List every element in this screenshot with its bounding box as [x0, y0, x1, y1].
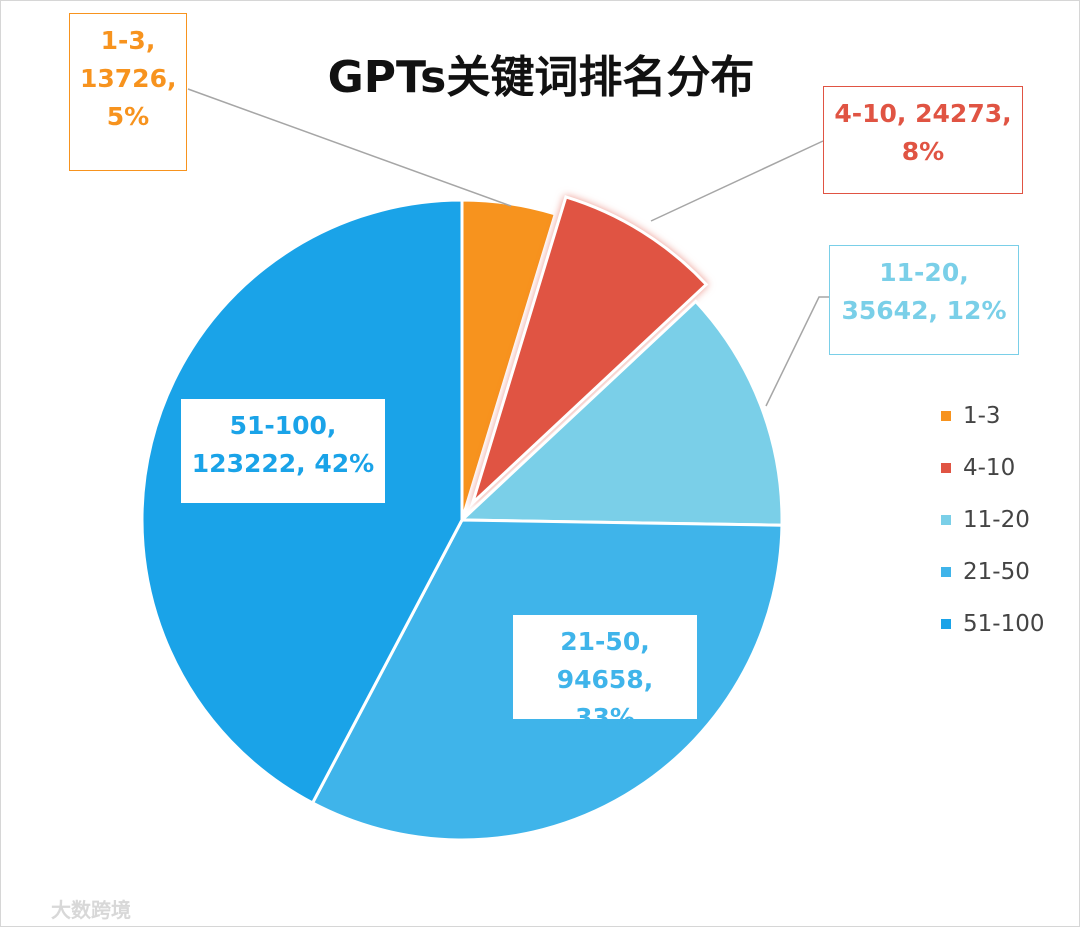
- legend-label: 21-50: [963, 559, 1030, 585]
- legend-item: 21-50: [941, 559, 1030, 585]
- data-label: 1-3, 13726, 5%: [69, 13, 187, 171]
- leader-line: [650, 140, 824, 222]
- data-label: 21-50, 94658, 33%: [513, 615, 697, 732]
- legend-swatch: [941, 463, 951, 473]
- data-label: 4-10, 24273, 8%: [823, 86, 1023, 194]
- legend-label: 4-10: [963, 455, 1016, 481]
- leader-line: [765, 296, 829, 407]
- pie-slice: [469, 195, 709, 508]
- leader-line: [187, 88, 512, 207]
- legend-item: 11-20: [941, 507, 1030, 533]
- data-label: 51-100, 123222, 42%: [181, 399, 385, 503]
- legend-label: 1-3: [963, 403, 1001, 429]
- legend-swatch: [941, 619, 951, 629]
- chart-title: GPTs关键词排名分布: [327, 52, 755, 103]
- legend-swatch: [941, 411, 951, 421]
- legend-item: 1-3: [941, 403, 1001, 429]
- legend-item: 51-100: [941, 611, 1044, 637]
- watermark: 大数跨境: [51, 898, 131, 922]
- data-label: 11-20, 35642, 12%: [829, 245, 1019, 355]
- legend-label: 51-100: [963, 611, 1045, 637]
- legend-swatch: [941, 515, 951, 525]
- legend-item: 4-10: [941, 455, 1015, 481]
- legend-swatch: [941, 567, 951, 577]
- pie-slice: [458, 299, 784, 527]
- legend-label: 11-20: [963, 507, 1030, 533]
